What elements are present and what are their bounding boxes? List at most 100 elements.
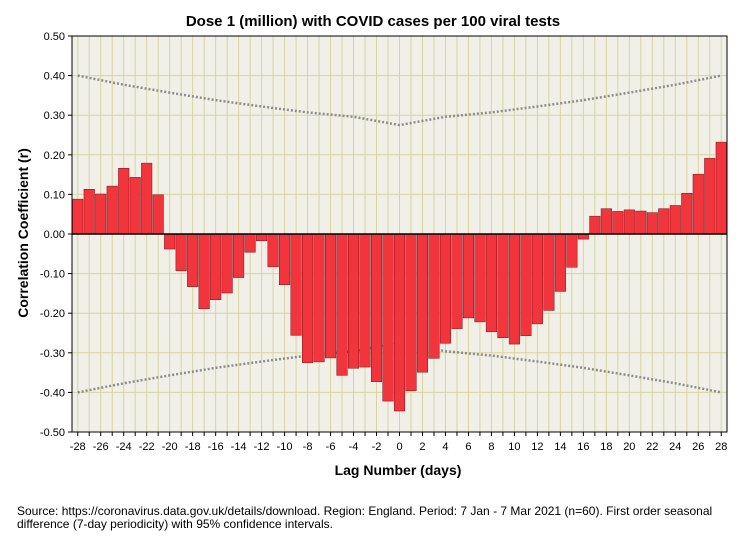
x-tick-label: 14 [554,441,566,453]
bar-lag--17 [198,233,210,310]
bar-lag-28 [715,141,727,235]
y-tick-label: -0.10 [40,269,65,281]
y-tick-label: -0.20 [40,308,65,320]
bar-lag--16 [210,233,222,300]
x-axis-ticks: -28 -26 -24 -22 -20 -18 -16 -14 -12 -10 -8 -6 -4 -2 0 2… [70,432,727,453]
bar-lag--10 [279,233,291,285]
bar-lag-3 [428,233,440,359]
bar-lag-0 [393,233,406,412]
bar-lag-6 [462,233,474,319]
x-tick-label: 0 [396,441,402,453]
x-tick-label: 18 [600,441,612,453]
x-tick-label: -12 [254,441,270,453]
bar-lag-18 [600,208,612,235]
bar-lag--4 [347,233,360,369]
bars [72,141,727,412]
bar-lag-11 [520,233,532,337]
x-tick-label: 10 [508,441,520,453]
bar-lag-21 [635,210,647,235]
bar-lag--8 [302,233,314,363]
bar-lag-9 [497,233,509,339]
bar-lag--18 [187,233,199,287]
x-tick-label: -20 [162,441,178,453]
y-tick-label: 0.00 [44,229,65,241]
x-tick-label: 22 [646,441,658,453]
x-tick-label: -22 [139,441,155,453]
x-tick-label: -4 [349,441,359,453]
x-tick-label: -8 [303,441,313,453]
bar-lag-7 [474,233,486,323]
bar-lag-26 [692,173,704,235]
x-tick-label: -16 [208,441,224,453]
x-tick-label: 12 [531,441,543,453]
bar-lag--9 [290,233,302,336]
x-tick-label: 28 [715,441,727,453]
x-axis-label: Lag Number (days) [335,462,462,478]
bar-lag--14 [233,233,245,278]
x-tick-label: -26 [93,441,109,453]
y-tick-label: -0.30 [40,348,65,360]
bar-lag--2 [370,233,383,382]
y-tick-label: 0.40 [44,71,65,83]
x-tick-label: -2 [372,441,382,453]
bar-lag--27 [83,189,95,235]
bar-lag--28 [72,198,84,235]
x-tick-label: 2 [419,441,425,453]
bar-lag--20 [164,233,176,250]
source-footnote: Source: https://coronavirus.data.gov.uk/… [17,504,713,531]
x-tick-label: -18 [185,441,201,453]
bar-lag-20 [623,209,635,235]
bar-lag-12 [531,233,543,325]
y-tick-label: 0.50 [44,31,65,43]
bar-lag-10 [508,233,520,345]
bar-lag--25 [106,185,118,235]
y-tick-label: 0.10 [44,189,65,201]
bar-lag--13 [244,233,256,253]
bar-lag--5 [336,233,348,376]
x-tick-label: 6 [465,441,471,453]
x-tick-label: -28 [70,441,86,453]
bar-lag-22 [646,212,658,235]
x-tick-label: -10 [277,441,293,453]
upper-confidence-line [77,74,722,127]
bar-lag-13 [543,233,555,311]
bar-lag-17 [589,215,601,235]
y-tick-label: 0.30 [44,110,65,122]
bar-lag--24 [118,168,130,235]
bar-lag-15 [566,233,578,268]
bar-lag--15 [221,233,233,294]
x-tick-label: 26 [692,441,704,453]
bar-lag-16 [577,233,589,240]
bar-lag--23 [129,177,141,235]
bar-lag--11 [267,233,279,268]
x-tick-label: 16 [577,441,589,453]
bar-lag-25 [681,192,693,235]
bar-lag--6 [325,233,337,359]
x-tick-label: -24 [116,441,132,453]
bar-lag--22 [141,162,153,235]
x-tick-label: 4 [442,441,448,453]
bar-lag--26 [95,193,107,235]
chart-title: Dose 1 (million) with COVID cases per 10… [186,13,560,30]
bar-lag-27 [704,158,716,235]
x-tick-label: -6 [326,441,336,453]
bar-lag-4 [439,233,452,344]
bar-lag-5 [451,233,463,329]
bar-lag--7 [313,233,325,363]
x-tick-label: 8 [488,441,494,453]
y-tick-label: -0.40 [40,387,65,399]
bar-lag-8 [485,233,497,333]
y-tick-label: 0.20 [44,150,65,162]
x-tick-label: 20 [623,441,635,453]
bar-lag--12 [256,233,268,241]
bar-lag-14 [554,233,566,292]
bar-lag--3 [359,233,371,368]
bar-lag-1 [405,233,417,392]
y-tick-label: -0.50 [40,427,65,439]
bar-lag-19 [612,211,624,235]
y-axis-label: Correlation Coefficient (r) [15,148,31,318]
bar-lag--1 [382,233,394,402]
y-axis-ticks: -0.50 -0.40 -0.30 -0.20 -0.10 0.00 0.10 0.20 0.3… [40,31,72,439]
bar-lag--19 [175,233,187,272]
